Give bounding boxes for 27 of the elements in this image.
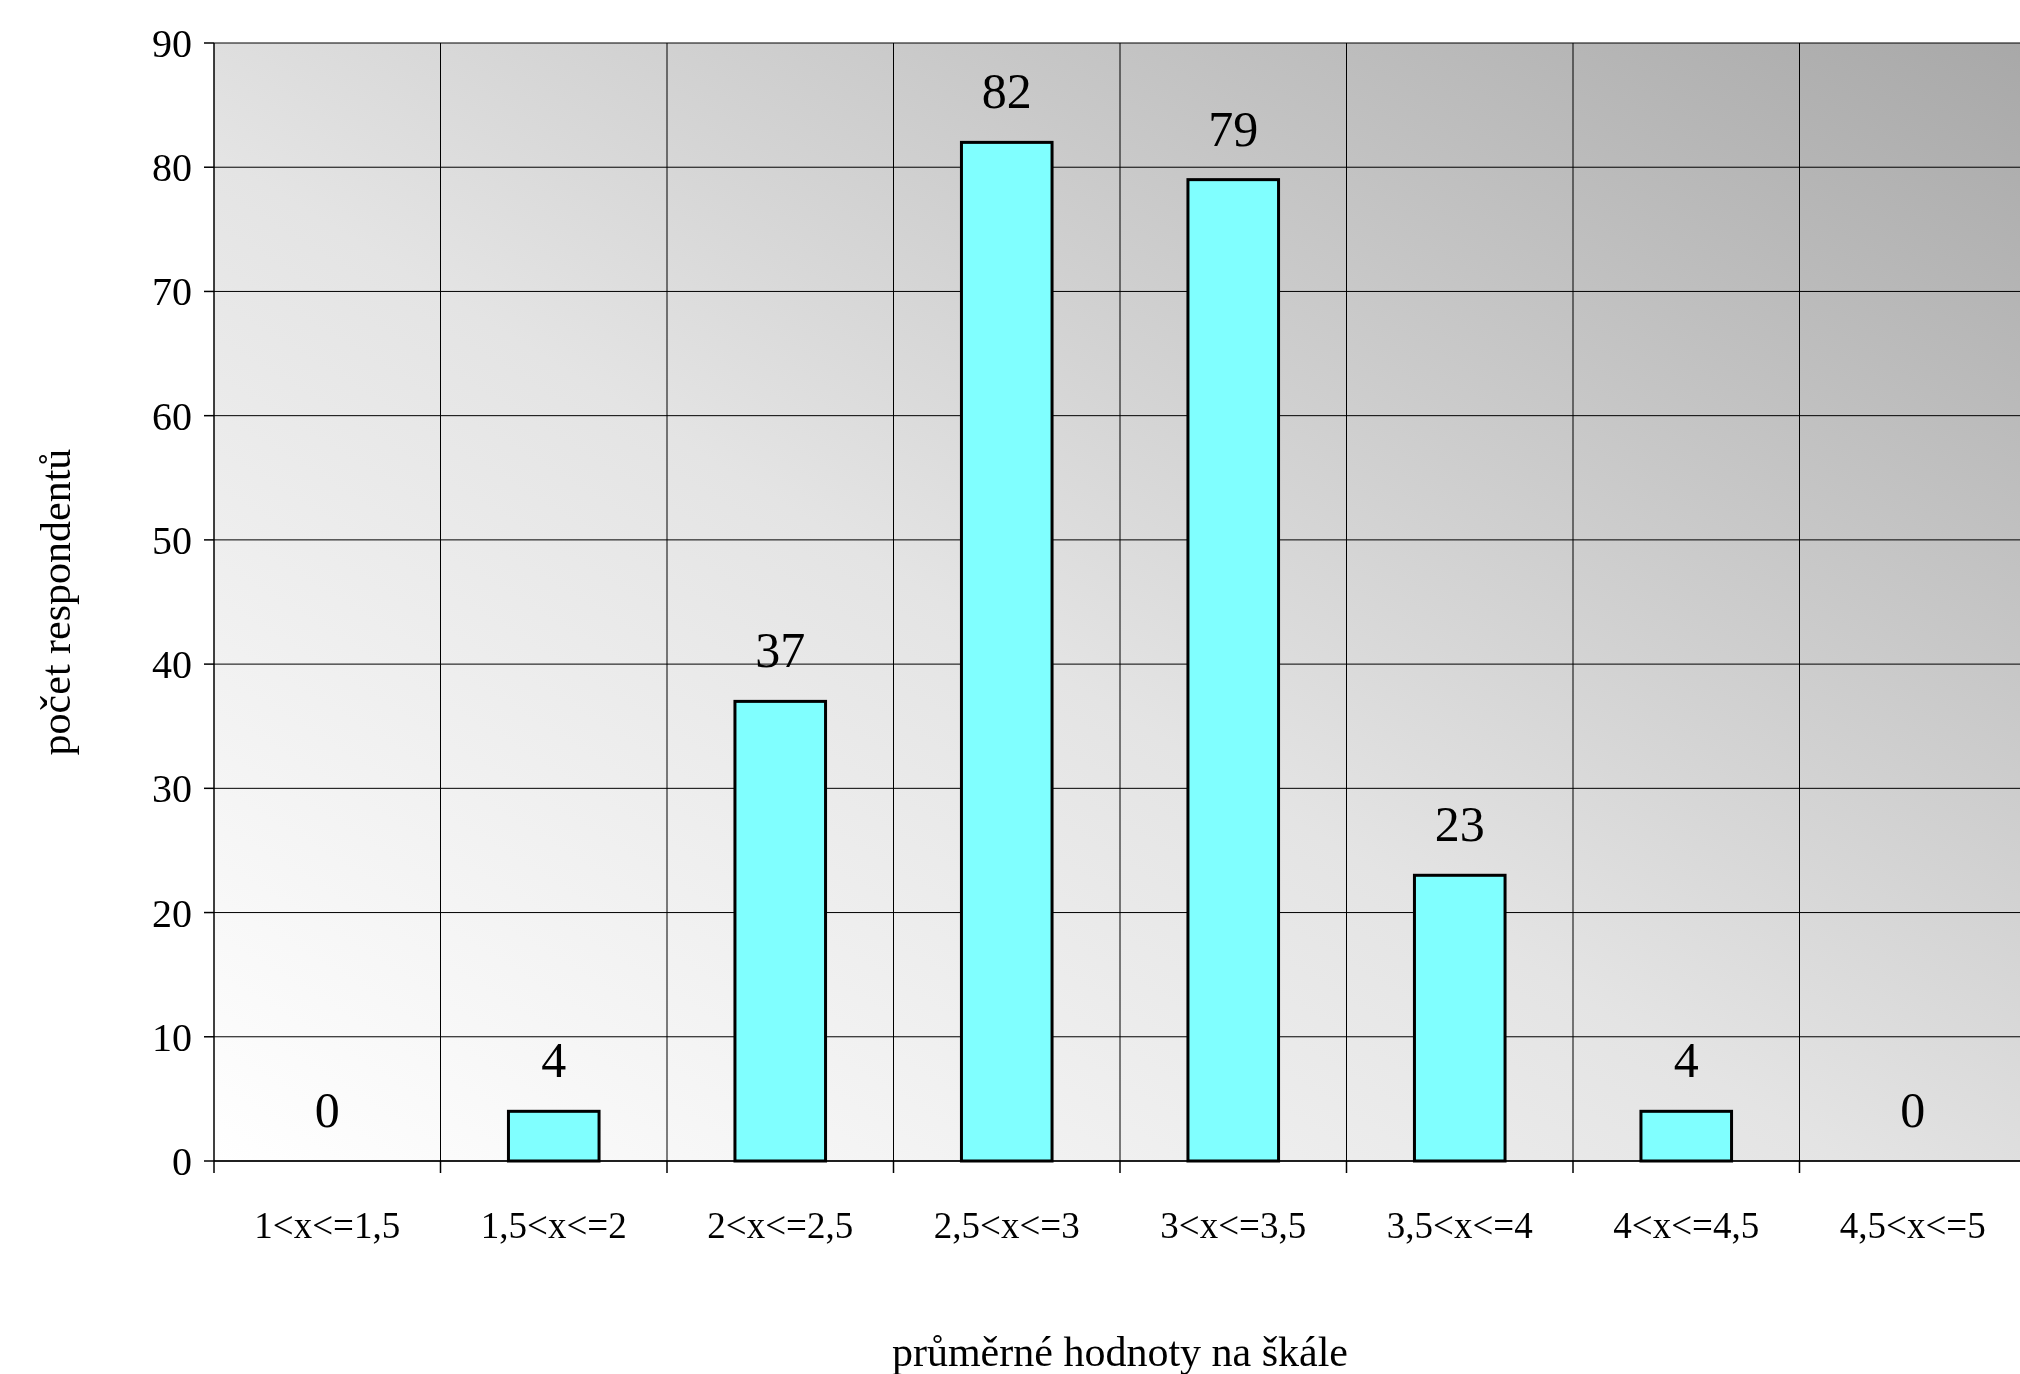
data-label: 37 [755,622,806,679]
data-label: 0 [1900,1082,1926,1138]
y-tick-label: 70 [152,269,192,315]
data-label: 4 [1673,1032,1699,1089]
y-tick-label: 0 [172,1139,192,1184]
data-label: 23 [1434,796,1485,853]
y-tick-label: 20 [152,890,192,936]
x-tick-label: 4,5<x<=5 [1839,1205,1986,1246]
x-tick-label: 1<x<=1,5 [254,1205,401,1246]
y-tick-label: 40 [152,642,192,688]
data-label: 0 [314,1082,340,1138]
y-tick-label: 30 [152,766,192,812]
y-tick-label: 50 [152,517,192,563]
x-tick-label: 2,5<x<=3 [933,1205,1080,1246]
y-axis-title: počet respondentů [33,448,79,756]
y-tick-label: 80 [152,145,192,191]
x-tick-label: 3<x<=3,5 [1160,1205,1307,1246]
y-tick-label: 10 [152,1014,192,1060]
data-label: 82 [981,63,1032,120]
data-label: 79 [1208,100,1259,157]
x-tick-label: 4<x<=4,5 [1613,1205,1760,1246]
x-tick-label: 1,5<x<=2 [480,1205,627,1246]
data-label: 4 [541,1032,567,1089]
x-tick-label: 2<x<=2,5 [707,1205,854,1246]
x-tick-label: 3,5<x<=4 [1386,1205,1533,1246]
y-tick-label: 60 [152,393,192,439]
y-tick-label: 90 [152,21,192,66]
